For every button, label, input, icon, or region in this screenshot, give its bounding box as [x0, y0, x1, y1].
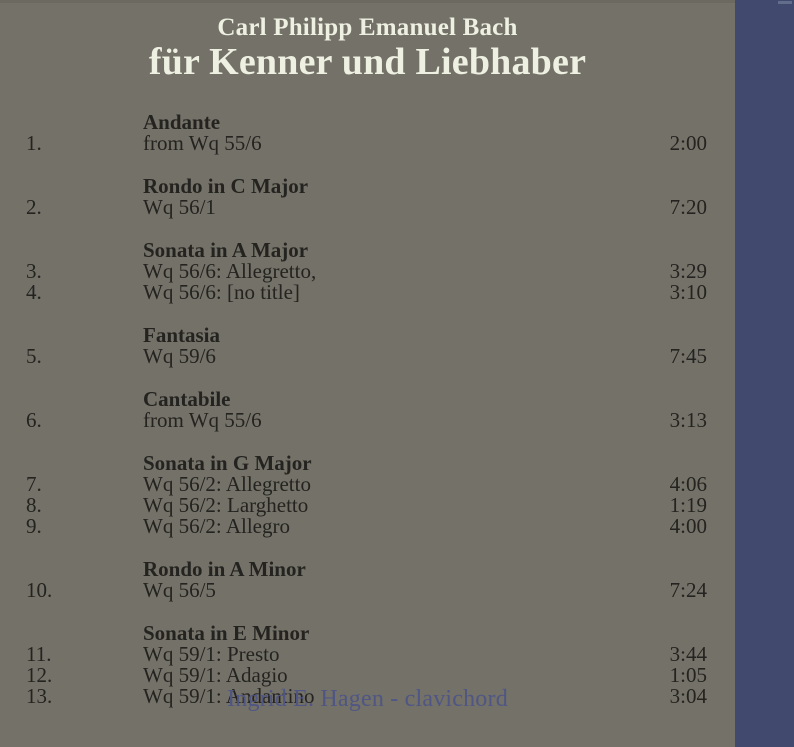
track-subtitle: Wq 59/1: Presto [143, 642, 280, 666]
track-number: 9. [26, 514, 42, 538]
track-group: Sonata in A Major 3. Wq 56/6: Allegretto, 3… [0, 240, 735, 303]
track-duration: 3:13 [669, 408, 707, 432]
track-group: Sonata in G Major 7. Wq 56/2: Allegretto 4:… [0, 453, 735, 537]
work-title: Sonata in A Major [143, 238, 309, 262]
track-row[interactable]: 11. Wq 59/1: Presto 3:44 [0, 644, 735, 665]
track-group: Andante 1. from Wq 55/6 2:00 [0, 112, 735, 154]
track-duration: 7:45 [669, 344, 707, 368]
track-row[interactable]: 1. from Wq 55/6 2:00 [0, 133, 735, 154]
track-number: 7. [26, 472, 42, 496]
track-subtitle: from Wq 55/6 [143, 408, 262, 432]
spine-strip [735, 0, 794, 747]
track-duration: 7:20 [669, 195, 707, 219]
track-number: 6. [26, 408, 42, 432]
track-duration: 3:04 [669, 684, 707, 708]
track-number: 8. [26, 493, 42, 517]
track-row[interactable]: 12. Wq 59/1: Adagio 1:05 [0, 665, 735, 686]
track-group: Fantasia 5. Wq 59/6 7:45 [0, 325, 735, 367]
track-row[interactable]: 7. Wq 56/2: Allegretto 4:06 [0, 474, 735, 495]
album-title: für Kenner und Liebhaber [148, 41, 587, 83]
track-row[interactable]: 4. Wq 56/6: [no title] 3:10 [0, 282, 735, 303]
work-title: Sonata in E Minor [143, 621, 310, 645]
track-row[interactable]: 8. Wq 56/2: Larghetto 1:19 [0, 495, 735, 516]
track-duration: 3:10 [669, 280, 707, 304]
track-subtitle: Wq 56/2: Allegretto [143, 472, 311, 496]
work-title: Rondo in C Major [143, 174, 309, 198]
track-group: Sonata in E Minor 11. Wq 59/1: Presto 3:44 1… [0, 623, 735, 707]
track-subtitle: Wq 56/1 [143, 195, 216, 219]
performer-credit: Ingrid E. Hagen - clavichord [227, 686, 508, 712]
track-row[interactable]: 6. from Wq 55/6 3:13 [0, 410, 735, 431]
track-subtitle: Wq 56/6: [no title] [143, 280, 300, 304]
spine-highlight-mark [778, 1, 792, 4]
work-title: Fantasia [143, 323, 221, 347]
track-duration: 1:19 [669, 493, 707, 517]
track-subtitle: Wq 59/1: Adagio [143, 663, 288, 687]
track-row[interactable]: 9. Wq 56/2: Allegro 4:00 [0, 516, 735, 537]
track-group: Rondo in A Minor 10. Wq 56/5 7:24 [0, 559, 735, 601]
track-duration: 2:00 [669, 131, 707, 155]
top-edge-rule [0, 0, 794, 3]
track-duration: 7:24 [669, 578, 707, 602]
track-subtitle: Wq 59/6 [143, 344, 216, 368]
track-number: 2. [26, 195, 42, 219]
track-number: 3. [26, 259, 42, 283]
work-title: Sonata in G Major [143, 451, 312, 475]
track-number: 11. [26, 642, 52, 666]
track-subtitle: Wq 56/6: Allegretto, [143, 259, 317, 283]
track-number: 5. [26, 344, 42, 368]
album-header: Carl Philipp Emanuel Bach für Kenner und… [0, 14, 735, 84]
track-subtitle: Wq 56/2: Larghetto [143, 493, 309, 517]
track-subtitle: Wq 56/5 [143, 578, 216, 602]
track-duration: 3:29 [669, 259, 707, 283]
track-row[interactable]: 5. Wq 59/6 7:45 [0, 346, 735, 367]
track-duration: 1:05 [669, 663, 707, 687]
tracklist: Andante 1. from Wq 55/6 2:00 Rondo in C Majo… [0, 112, 735, 729]
composer-name: Carl Philipp Emanuel Bach [217, 14, 518, 41]
track-subtitle: Wq 56/2: Allegro [143, 514, 290, 538]
track-subtitle: from Wq 55/6 [143, 131, 262, 155]
track-number: 13. [26, 684, 53, 708]
track-row[interactable]: 2. Wq 56/1 7:20 [0, 197, 735, 218]
work-title: Rondo in A Minor [143, 557, 306, 581]
track-number: 4. [26, 280, 42, 304]
track-number: 12. [26, 663, 53, 687]
track-duration: 4:06 [669, 472, 707, 496]
track-row[interactable]: 10. Wq 56/5 7:24 [0, 580, 735, 601]
work-title: Cantabile [143, 387, 231, 411]
track-number: 10. [26, 578, 53, 602]
track-group: Cantabile 6. from Wq 55/6 3:13 [0, 389, 735, 431]
track-row[interactable]: 3. Wq 56/6: Allegretto, 3:29 [0, 261, 735, 282]
track-row[interactable]: 13. Wq 59/1: Andantino 3:04 [0, 686, 735, 707]
track-group: Rondo in C Major 2. Wq 56/1 7:20 [0, 176, 735, 218]
track-subtitle: Wq 59/1: Andantino [143, 684, 315, 708]
track-duration: 4:00 [669, 514, 707, 538]
work-title: Andante [143, 110, 221, 134]
track-duration: 3:44 [669, 642, 707, 666]
track-number: 1. [26, 131, 42, 155]
